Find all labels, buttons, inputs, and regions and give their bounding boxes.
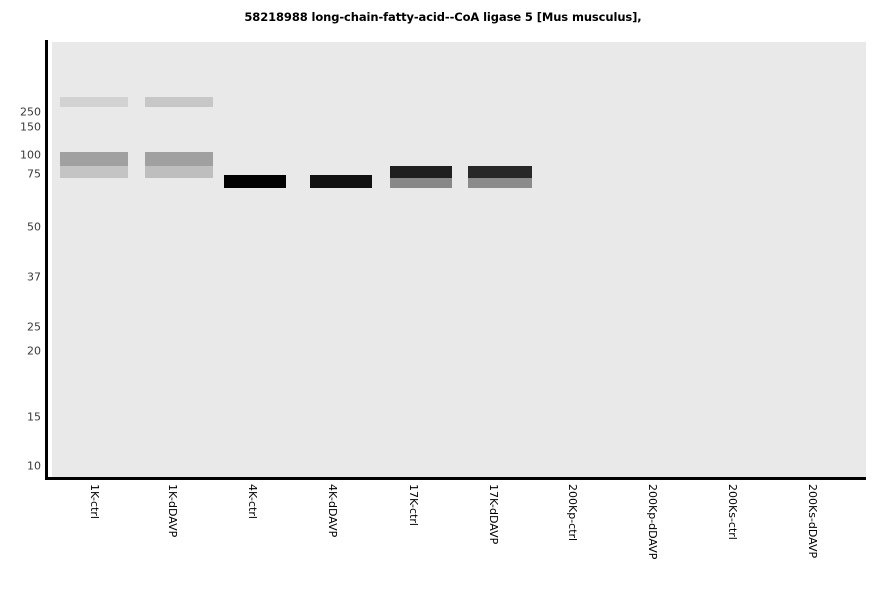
- plot-area: [52, 42, 866, 478]
- blot-lane: [145, 42, 213, 478]
- y-axis-spine: [45, 40, 48, 480]
- protein-band: [60, 152, 128, 166]
- page-title: 58218988 long-chain-fatty-acid--CoA liga…: [244, 10, 642, 24]
- y-tick-label: 25: [27, 320, 41, 334]
- protein-band: [60, 166, 128, 178]
- protein-band: [60, 97, 128, 107]
- protein-band: [224, 175, 286, 188]
- x-tick-label-lane-5: 17K-ctrl: [407, 484, 420, 526]
- y-axis-tick-labels: 250 150 100 75 50 37 25 20 15 10: [0, 0, 41, 595]
- y-tick-label: 20: [27, 344, 41, 358]
- protein-band: [390, 166, 452, 178]
- x-tick-label-lane-10: 200Ks-dDAVP: [806, 484, 819, 559]
- protein-band: [390, 178, 452, 188]
- blot-lane: [468, 42, 532, 478]
- protein-band: [468, 166, 532, 178]
- protein-band: [145, 166, 213, 178]
- x-tick-label-lane-7: 200Kp-ctrl: [566, 484, 579, 542]
- y-tick-label: 250: [20, 105, 41, 119]
- blot-lane: [390, 42, 452, 478]
- y-tick-label: 15: [27, 410, 41, 424]
- protein-band: [468, 178, 532, 188]
- blot-lane: [310, 42, 372, 478]
- protein-band: [310, 175, 372, 188]
- x-axis-spine: [45, 477, 866, 480]
- x-tick-label-lane-8: 200Kp-dDAVP: [646, 484, 659, 560]
- protein-band: [145, 97, 213, 107]
- protein-band: [145, 152, 213, 166]
- y-tick-label: 50: [27, 220, 41, 234]
- y-tick-label: 10: [27, 459, 41, 473]
- y-tick-label: 75: [27, 167, 41, 181]
- y-tick-label: 150: [20, 120, 41, 134]
- x-tick-label-lane-4: 4K-dDAVP: [326, 484, 339, 538]
- y-tick-label: 37: [27, 270, 41, 284]
- x-tick-label-lane-2: 1K-dDAVP: [166, 484, 179, 538]
- blot-lane: [60, 42, 128, 478]
- x-tick-label-lane-3: 4K-ctrl: [246, 484, 259, 519]
- x-tick-label-lane-1: 1K-ctrl: [88, 484, 101, 519]
- x-tick-label-lane-6: 17K-dDAVP: [487, 484, 500, 545]
- blot-lane: [224, 42, 286, 478]
- x-tick-label-lane-9: 200Ks-ctrl: [726, 484, 739, 540]
- y-tick-label: 100: [20, 148, 41, 162]
